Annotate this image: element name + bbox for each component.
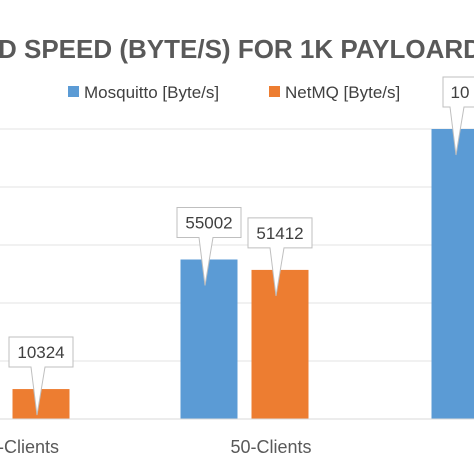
data-label-text: 10 bbox=[451, 83, 470, 102]
data-label-box bbox=[176, 206, 242, 286]
data-label-callout: 51412 bbox=[247, 217, 313, 296]
chart-title: D SPEED (BYTE/S) FOR 1K PAYLOARD bbox=[0, 34, 474, 64]
data-label-box bbox=[247, 217, 313, 296]
legend: Mosquitto [Byte/s] NetMQ [Byte/s] bbox=[68, 83, 400, 102]
legend-label-mosquitto: Mosquitto [Byte/s] bbox=[84, 83, 219, 102]
legend-swatch-netmq bbox=[269, 86, 280, 97]
bar-netmq-1 bbox=[251, 269, 309, 419]
bars bbox=[12, 129, 474, 419]
category-label-1: -Clients bbox=[0, 437, 59, 457]
legend-label-netmq: NetMQ [Byte/s] bbox=[285, 83, 400, 102]
bar-mosquitto-2 bbox=[431, 129, 474, 419]
gridlines bbox=[0, 128, 474, 362]
data-label-box bbox=[8, 336, 74, 416]
data-label-text: 10324 bbox=[17, 343, 64, 362]
data-label-text: 51412 bbox=[256, 224, 303, 243]
legend-swatch-mosquitto bbox=[68, 86, 79, 97]
bar-mosquitto-1 bbox=[180, 259, 238, 419]
data-label-callout: 55002 bbox=[176, 206, 242, 286]
category-label-2: 50-Clients bbox=[230, 437, 311, 457]
data-label-box bbox=[442, 76, 474, 156]
data-label-callout: 10324 bbox=[8, 336, 74, 416]
data-labels: 955002101032451412 bbox=[8, 76, 474, 416]
data-label-text: 55002 bbox=[185, 213, 232, 232]
data-label-callout: 10 bbox=[442, 76, 474, 156]
